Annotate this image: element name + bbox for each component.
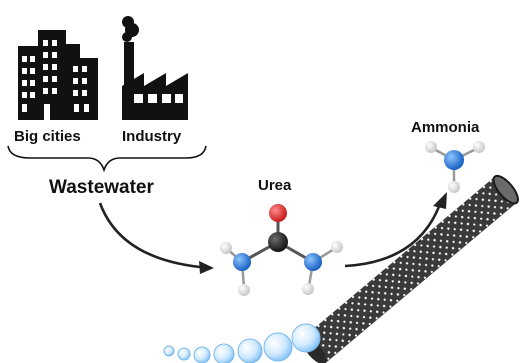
hydrogen-atom xyxy=(238,284,250,296)
urea-label: Urea xyxy=(258,177,292,194)
ammonia-arrowhead xyxy=(433,192,447,209)
hydrogen-atom xyxy=(425,141,437,153)
porous-tube xyxy=(302,174,519,363)
grouping-brace xyxy=(7,145,207,173)
big-cities-label: Big cities xyxy=(14,128,81,145)
hydrogen-atom xyxy=(220,242,232,254)
nitrogen-atom xyxy=(233,253,251,271)
hydrogen-atom xyxy=(302,283,314,295)
wastewater-to-urea-arrow xyxy=(98,202,201,269)
oxygen-atom xyxy=(269,204,287,222)
bubbles xyxy=(163,323,321,363)
nitrogen-atom xyxy=(444,150,464,170)
industry-label: Industry xyxy=(122,128,182,145)
hydrogen-atom xyxy=(331,241,343,253)
ammonia-label: Ammonia xyxy=(411,119,480,136)
hydrogen-atom xyxy=(473,141,485,153)
wastewater-label: Wastewater xyxy=(49,177,154,198)
hydrogen-atom xyxy=(448,181,460,193)
urea-molecule xyxy=(220,204,343,296)
ammonia-molecule xyxy=(425,141,485,193)
city-buildings-icon xyxy=(18,30,98,120)
urea-to-ammonia-arrow xyxy=(344,203,442,268)
wastewater-arrowhead xyxy=(199,261,214,274)
nitrogen-atom xyxy=(304,253,322,271)
factory-icon xyxy=(122,16,188,120)
carbon-atom xyxy=(268,232,288,252)
